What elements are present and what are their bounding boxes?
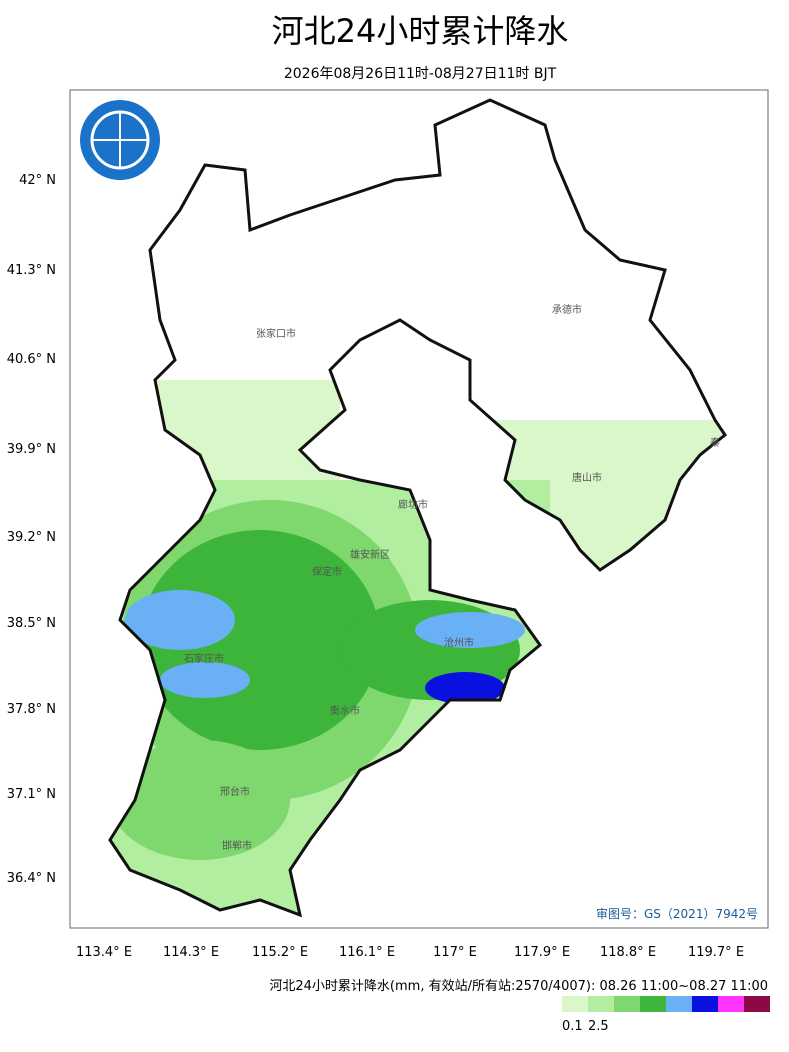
label: 37.8° N	[7, 702, 56, 717]
label: 廊坊市	[398, 498, 428, 511]
legend-swatch	[744, 996, 770, 1012]
label: 113.4° E	[76, 945, 132, 960]
label: 118.8° E	[600, 945, 656, 960]
label: 42° N	[19, 173, 56, 188]
label: 116.1° E	[339, 945, 395, 960]
label: 唐山市	[572, 471, 602, 484]
subtitle: 2026年08月26日11时-08月27日11时 BJT	[284, 66, 557, 82]
label: 39.9° N	[7, 442, 56, 457]
label: 38.5° N	[7, 616, 56, 631]
legend-label: 0.1	[562, 1019, 583, 1034]
label: 秦	[710, 436, 720, 449]
caption: 河北24小时累计降水(mm, 有效站/所有站:2570/4007): 08.26…	[269, 979, 768, 994]
label: 114.3° E	[163, 945, 219, 960]
label: 37.1° N	[7, 787, 56, 802]
cities: 张家口市 承德市 唐山市 廊坊市 雄安新区 保定市 沧州市 石家庄市 衡水市 邢…	[184, 303, 720, 852]
label: 雄安新区	[350, 548, 390, 561]
label: 39.2° N	[7, 530, 56, 545]
legend-swatch	[614, 996, 640, 1012]
legend-label: 2.5	[588, 1019, 609, 1034]
label: 36.4° N	[7, 871, 56, 886]
label: 117° E	[433, 945, 477, 960]
label: 邯郸市	[222, 839, 252, 852]
legend-swatch	[666, 996, 692, 1012]
label: 保定市	[312, 565, 342, 578]
legend-swatch	[562, 996, 588, 1012]
longitude-labels: 113.4° E 114.3° E 115.2° E 116.1° E 117°…	[76, 945, 744, 960]
label: 40.6° N	[7, 352, 56, 367]
label: 承德市	[552, 303, 582, 316]
label: 41.3° N	[7, 263, 56, 278]
label: 117.9° E	[514, 945, 570, 960]
label: 邢台市	[220, 785, 250, 798]
label: 石家庄市	[184, 652, 224, 665]
latitude-labels: 42° N 41.3° N 40.6° N 39.9° N 39.2° N 38…	[7, 173, 56, 886]
label: 115.2° E	[252, 945, 308, 960]
legend: 0.1 2.5	[562, 996, 770, 1034]
legend-swatch	[588, 996, 614, 1012]
label: 张家口市	[256, 327, 296, 340]
map-frame	[69, 89, 769, 929]
title: 河北24小时累计降水	[272, 12, 569, 50]
approval-number: 审图号：GS（2021）7942号	[596, 906, 758, 921]
legend-swatch	[692, 996, 718, 1012]
logo	[80, 100, 160, 180]
legend-swatch	[718, 996, 744, 1012]
label: 119.7° E	[688, 945, 744, 960]
label: 衡水市	[330, 704, 360, 717]
label: 沧州市	[444, 636, 474, 649]
legend-swatch	[640, 996, 666, 1012]
